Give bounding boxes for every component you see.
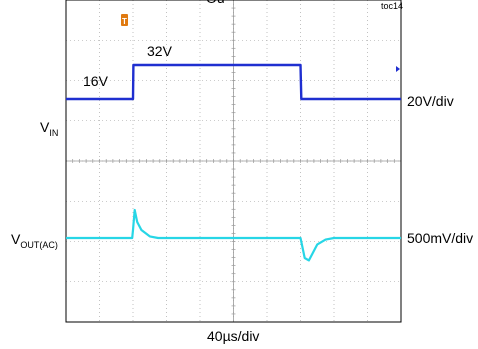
grid-layer — [66, 0, 401, 322]
low-level-label: 16V — [83, 73, 108, 89]
vout-label-main: V — [11, 231, 21, 247]
vin-label-main: V — [40, 119, 50, 135]
vin-scale-label: 20V/div — [407, 93, 454, 109]
figure-tag: toc14 — [381, 1, 404, 11]
trace-vin — [66, 63, 401, 101]
trace-vout-ac — [66, 208, 401, 262]
vout-channel-label: VOUT(AC) — [11, 231, 58, 250]
trace-layer — [66, 63, 401, 262]
high-level-label: 32V — [147, 43, 172, 59]
svg-text:T: T — [122, 17, 127, 26]
timebase-label: 40µs/div — [207, 328, 260, 344]
vout-label-sub: OUT(AC) — [20, 239, 58, 250]
ch1-level-marker-icon — [396, 66, 400, 72]
plot-frame — [65, 0, 402, 323]
header-title-fragment: Ou — [206, 0, 225, 6]
trigger-marker-icon: T — [121, 14, 128, 26]
vout-scale-label: 500mV/div — [407, 230, 474, 246]
vin-channel-label: VIN — [40, 119, 58, 138]
vin-label-sub: IN — [49, 127, 59, 138]
